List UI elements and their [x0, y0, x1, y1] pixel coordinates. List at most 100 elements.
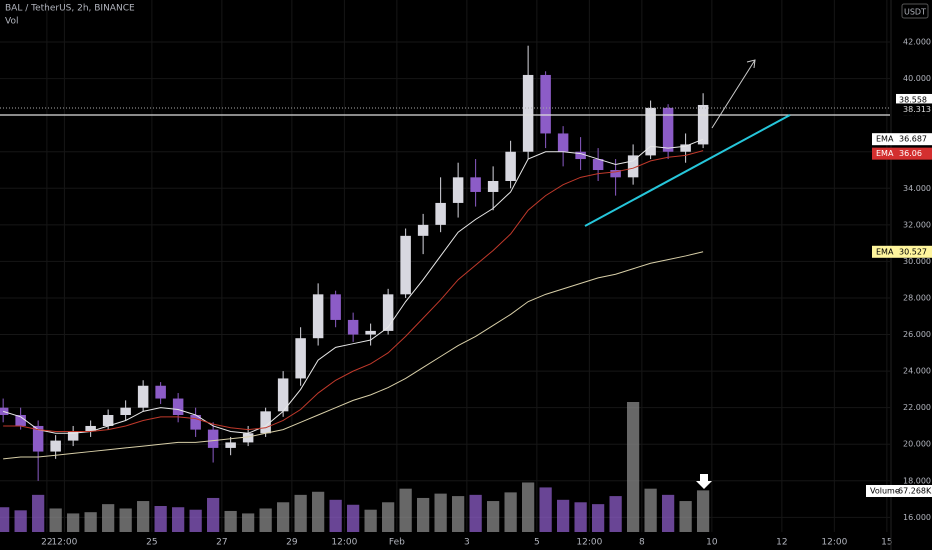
candle-body [400, 235, 411, 295]
candle-body [575, 151, 586, 160]
volume-bar [172, 507, 185, 532]
volume-bar [399, 488, 412, 532]
volume-bar [224, 510, 237, 532]
y-tick-label: 42.000 [903, 38, 931, 47]
candle-body [487, 180, 499, 192]
volume-bar [189, 509, 202, 532]
y-tick-label: 28.000 [903, 293, 931, 302]
candle-body [645, 107, 656, 156]
candle-body [347, 319, 359, 335]
volume-bar [364, 509, 377, 532]
down-arrow-icon [696, 474, 712, 489]
candle-body [137, 385, 149, 408]
candle-body [67, 431, 79, 441]
x-tick-label: 22 [41, 538, 52, 548]
volume-tag-box [866, 485, 932, 497]
candle-body [662, 107, 674, 152]
y-tick-label: 18.000 [903, 476, 931, 485]
candle-body [540, 74, 551, 134]
ema-tag-value: 30.527 [899, 247, 927, 256]
y-tick-label: 30.000 [903, 257, 931, 266]
volume-bar [102, 504, 115, 532]
candle-body [435, 202, 446, 225]
candle-body [610, 170, 621, 178]
x-tick-label: 15 [881, 538, 892, 548]
x-tick-label: 12:00 [576, 538, 602, 548]
symbol-title: BAL / TetherUS, 2h, BINANCE [5, 4, 135, 14]
volume-bar [294, 494, 307, 532]
currency: USDT [904, 8, 926, 17]
x-tick-label: 12:00 [51, 538, 77, 548]
volume-bar [382, 502, 395, 532]
candle-body [85, 425, 96, 432]
ema-line [3, 138, 704, 434]
volume-bar [312, 491, 325, 532]
volume-bar [259, 508, 272, 532]
y-tick-label: 26.000 [903, 330, 931, 339]
x-tick-label: 12 [776, 538, 787, 548]
volume-bar [679, 501, 692, 532]
volume-bar [469, 494, 482, 532]
volume-tag-value: 67.268K [898, 487, 932, 496]
candle-body [50, 440, 61, 452]
ema-tag-box [872, 245, 932, 258]
volume-bar [434, 493, 447, 532]
plot [0, 45, 710, 532]
volume-bar [661, 494, 675, 532]
candle-body [225, 442, 236, 448]
x-tick-label: 10 [706, 538, 718, 548]
volume-bar [49, 508, 62, 532]
y-tick-label: 20.000 [903, 440, 931, 449]
marker-price: 38.313 [903, 105, 931, 114]
volume-bar [154, 506, 167, 532]
candle-body [627, 155, 639, 178]
ema-tag-box [872, 133, 932, 146]
candle-body [260, 411, 271, 434]
candle-body [207, 429, 219, 448]
volume-title: Vol [5, 17, 18, 27]
candle-body [312, 294, 324, 339]
price-tags: 38.55823:4638.313EMA36.687EMA36.06EMA30.… [866, 93, 932, 497]
x-tick-label: 3 [464, 538, 470, 548]
x-tick-label: 25 [146, 538, 157, 548]
candle-body [295, 338, 306, 379]
candle-body [382, 294, 394, 331]
volume-bar [347, 504, 360, 532]
volume-bar [277, 502, 290, 532]
candle-body [417, 224, 429, 236]
volume-bar [626, 402, 640, 532]
candle-body [522, 74, 534, 152]
last-price-box [896, 93, 932, 106]
y-tick-label: 34.000 [903, 184, 931, 193]
volume-bar [451, 496, 465, 532]
candle-body [330, 294, 341, 320]
candle-body [697, 104, 709, 145]
arrow-head [746, 59, 756, 69]
ema-tag-value: 36.687 [899, 135, 927, 144]
candle-body [102, 414, 114, 426]
x-tick-label: 12:00 [821, 538, 847, 548]
candle-body [155, 385, 166, 399]
y-tick-label: 40.000 [903, 74, 931, 83]
y-tick-label: 32.000 [903, 220, 931, 229]
candle-body [557, 133, 569, 152]
ema-tag-box [872, 147, 932, 160]
candle-body [470, 177, 481, 192]
ema-tag-name: EMA [876, 149, 894, 158]
ema-tag-name: EMA [876, 247, 894, 256]
volume-bar [14, 510, 27, 532]
candle-body [242, 433, 254, 443]
volume-bar [0, 507, 10, 532]
volume-tag-name: Volume [870, 487, 900, 496]
y-tick-label: 16.000 [903, 513, 931, 522]
x-tick-label: 27 [216, 538, 227, 548]
candle-body [592, 159, 604, 171]
volume-bar [539, 487, 552, 532]
y-tick-label: 24.000 [903, 367, 931, 376]
x-tick-label: 12:00 [331, 538, 357, 548]
ema-line [3, 150, 704, 432]
ema-tag-name: EMA [876, 135, 894, 144]
candle-body [680, 144, 691, 152]
